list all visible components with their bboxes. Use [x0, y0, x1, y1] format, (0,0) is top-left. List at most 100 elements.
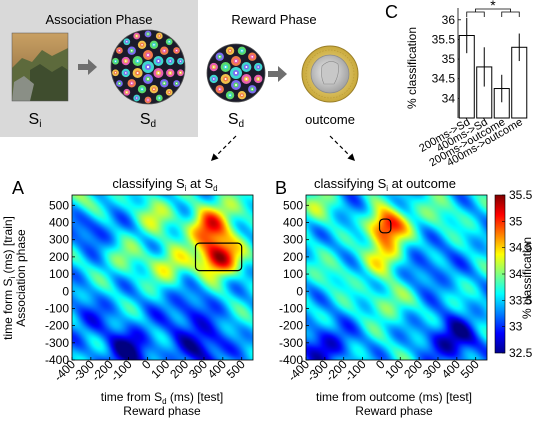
panel-b-heatmap: [306, 195, 487, 360]
shared-ylabel-rest: (ms) [train]: [1, 216, 15, 277]
panel-c-ylabel: % classification: [405, 27, 419, 109]
panel-b: B classifying Si at outcome 500 400 300 200…: [275, 176, 488, 418]
panel-label-c: C: [385, 2, 398, 22]
shared-ylabel-sub: i: [8, 277, 17, 279]
panel-a-title: classifying Si at Sd: [112, 176, 217, 193]
reward-fractal-mandala-icon: [206, 43, 266, 103]
colorbar-tick-label: 34: [509, 267, 523, 281]
panel-c-ytick-label: 34: [442, 91, 456, 105]
panel-b-xlabel: time from outcome (ms) [test]: [316, 390, 472, 404]
panel-a-title-sub2: d: [213, 184, 217, 193]
panel-b-frame: [305, 194, 488, 361]
panel-a-ytick-label: -400: [45, 353, 69, 367]
panel-c-bracket-top: [475, 8, 511, 12]
panel-a-ytick-label: -200: [45, 319, 69, 333]
panel-c-ytick-label: 35.5: [432, 32, 456, 46]
association-fractal-label-sub: d: [151, 119, 157, 130]
panel-b-xtick-label: 500: [458, 357, 482, 381]
panel-a-title-pre: classifying S: [112, 176, 185, 191]
pound-coin-icon: [301, 45, 359, 103]
shared-ylabel2: Association phase: [14, 229, 28, 327]
landscape-photo-icon: [11, 32, 69, 102]
sd-dashed-arrow: [210, 135, 237, 162]
panel-c-bracket-left: [466, 11, 485, 17]
panel-label-a: A: [12, 178, 24, 198]
colorbar-label: % classification: [520, 237, 534, 319]
panel-a-ytick-label: -300: [45, 336, 69, 350]
colorbar: 35.5 35 34.5 34 33.5 33 32.5 % classification: [494, 188, 534, 360]
panel-b-ytick-label: -100: [279, 301, 303, 315]
svg-text:Si: Si: [29, 111, 42, 130]
colorbar-tick-label: 33: [509, 320, 523, 334]
panel-c-bar-chart: 3635.53534.534200ms->Sd400ms->Sd200ms->o…: [417, 0, 528, 169]
panel-b-ytick-label: -200: [279, 319, 303, 333]
shared-ylabel-pre: time form S: [1, 279, 15, 340]
panel-b-title-pre: classifying S: [314, 176, 387, 191]
panel-c-bracket-right: [501, 11, 520, 17]
panel-a-title-sub1: i: [185, 184, 187, 193]
panel-a-frame: [71, 194, 254, 361]
panel-c: C % classification 3635.53534.534200ms->…: [385, 0, 528, 169]
reward-fractal-label: S: [228, 111, 239, 128]
svg-text:Sd: Sd: [140, 111, 156, 130]
colorbar-tick-label: 35: [509, 214, 523, 228]
panel-a-ytick-label: 400: [49, 216, 69, 230]
panel-a-xlabel-pre: time from S: [101, 390, 162, 404]
panel-c-ytick-label: 34.5: [432, 72, 456, 86]
panel-c-ytick-label: 35: [442, 52, 456, 66]
panel-b-xlabel-phase: Reward phase: [355, 404, 433, 418]
panel-a-ytick-label: 500: [49, 198, 69, 212]
reward-title: Reward Phase: [231, 12, 316, 27]
panel-b-ytick-label: 300: [283, 233, 303, 247]
panel-a-xlabel-phase: Reward phase: [123, 404, 201, 418]
panel-b-ytick-label: 400: [283, 216, 303, 230]
association-phase-panel: Association Phase Si Sd: [0, 0, 198, 137]
panel-label-b: B: [275, 178, 287, 198]
svg-text:Sd: Sd: [228, 111, 244, 130]
fractal-mandala-icon: [110, 29, 186, 105]
panel-b-ytick-label: 100: [283, 267, 303, 281]
panel-a-ytick-label: 200: [49, 250, 69, 264]
panel-b-title-mid: at outcome: [388, 176, 456, 191]
reward-phase-panel: Reward Phase Sd outcome: [206, 12, 359, 162]
panel-a-xlabel: time from Sd (ms) [test]: [101, 390, 223, 406]
panel-a-title-mid: at S: [186, 176, 213, 191]
association-fractal-label: S: [140, 111, 151, 128]
colorbar-tick-label: 33.5: [509, 293, 533, 307]
panel-a-xlabel-sub: d: [162, 397, 166, 406]
panel-a-y-axis: 500 400 300 200 100 0 -100 -200 -300 -400: [45, 198, 75, 367]
association-right-arrow-icon: [78, 59, 97, 75]
colorbar-tick-label: 32.5: [509, 346, 533, 360]
panel-a-xlabel-post: (ms) [test]: [167, 390, 224, 404]
panel-b-xtick-label: -100: [342, 357, 369, 384]
landscape-label: S: [29, 111, 40, 128]
panel-a-xtick-label: 500: [224, 357, 248, 381]
panel-b-y-axis: 500 400 300 200 100 0 -100 -200 -300 -400: [279, 198, 309, 367]
outcome-dashed-arrow: [329, 135, 356, 162]
panel-b-title: classifying Si at outcome: [314, 176, 456, 193]
colorbar-ticks: 35.5 35 34.5 34 33.5 33 32.5: [502, 188, 533, 360]
colorbar-tick-label: 35.5: [509, 188, 533, 202]
panel-a-ytick-label: -100: [45, 301, 69, 315]
panel-a-ytick-label: 300: [49, 233, 69, 247]
panel-c-ytick-label: 36: [442, 13, 456, 27]
association-title: Association Phase: [46, 12, 153, 27]
outcome-label: outcome: [305, 112, 355, 127]
panel-b-significant-cluster: [378, 218, 392, 234]
shared-ylabel: time form Si (ms) [train]: [1, 216, 17, 340]
colorbar-tick-label: 34.5: [509, 241, 533, 255]
panel-b-ytick-label: 200: [283, 250, 303, 264]
reward-right-arrow-icon: [268, 66, 287, 82]
panel-a-heatmap: [72, 195, 253, 360]
panel-a-xtick-label: -100: [108, 357, 135, 384]
landscape-label-sub: i: [39, 119, 41, 130]
panel-a-ytick-label: 100: [49, 267, 69, 281]
panel-b-title-sub1: i: [386, 184, 388, 193]
panel-b-ytick-label: 0: [296, 284, 303, 298]
panel-a-significant-cluster: [194, 242, 243, 272]
reward-fractal-label-sub: d: [239, 119, 245, 130]
panel-b-ytick-label: 500: [283, 198, 303, 212]
